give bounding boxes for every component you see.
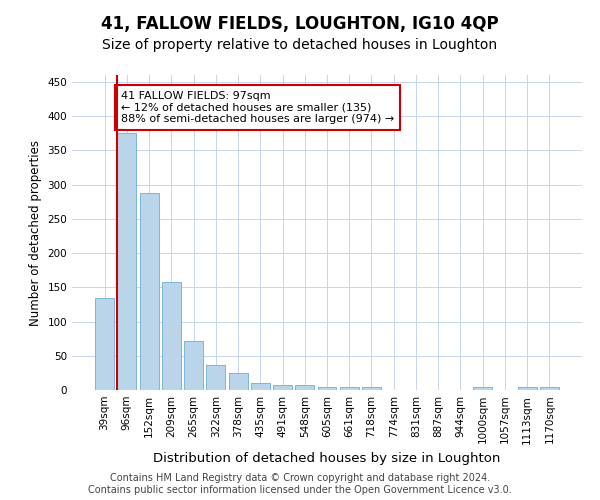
Bar [251, 383, 270, 390]
Bar [295, 385, 314, 390]
Bar [273, 384, 292, 390]
Bar [317, 388, 337, 390]
Bar [140, 194, 158, 390]
Text: Contains HM Land Registry data © Crown copyright and database right 2024.
Contai: Contains HM Land Registry data © Crown c… [88, 474, 512, 495]
Bar [206, 364, 225, 390]
Bar [362, 388, 381, 390]
Bar [162, 282, 181, 390]
Y-axis label: Number of detached properties: Number of detached properties [29, 140, 42, 326]
Bar [184, 340, 203, 390]
Bar [95, 298, 114, 390]
Bar [340, 388, 359, 390]
Bar [473, 388, 492, 390]
Bar [518, 388, 536, 390]
Bar [540, 388, 559, 390]
Bar [118, 133, 136, 390]
Text: 41, FALLOW FIELDS, LOUGHTON, IG10 4QP: 41, FALLOW FIELDS, LOUGHTON, IG10 4QP [101, 15, 499, 33]
Bar [229, 373, 248, 390]
X-axis label: Distribution of detached houses by size in Loughton: Distribution of detached houses by size … [154, 452, 500, 465]
Text: 41 FALLOW FIELDS: 97sqm
← 12% of detached houses are smaller (135)
88% of semi-d: 41 FALLOW FIELDS: 97sqm ← 12% of detache… [121, 91, 394, 124]
Text: Size of property relative to detached houses in Loughton: Size of property relative to detached ho… [103, 38, 497, 52]
